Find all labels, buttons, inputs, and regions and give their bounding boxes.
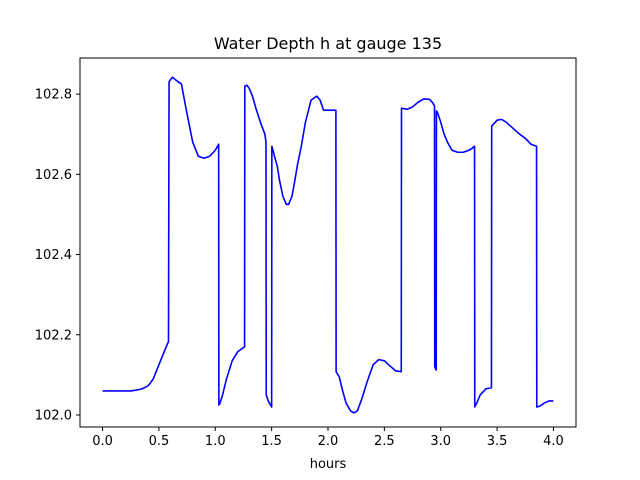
- y-tick-label: 102.6: [35, 168, 72, 183]
- series-line-0: [102, 76, 554, 414]
- x-axis: 0.0 0.5 1.0 1.5 2.0 2.5 3.0 3.5 4.0: [92, 427, 564, 449]
- chart-title: Water Depth h at gauge 135: [214, 34, 442, 53]
- y-tick-label: 102.8: [35, 88, 72, 103]
- y-tick-label: 102.0: [35, 408, 72, 423]
- y-axis: 102.0 102.2 102.4 102.6 102.8: [35, 88, 80, 423]
- x-tick-label: 2.0: [318, 434, 339, 449]
- x-tick-label: 1.0: [205, 434, 226, 449]
- plot-area: [102, 76, 554, 414]
- x-tick-label: 2.5: [374, 434, 395, 449]
- x-tick-label: 3.0: [430, 434, 451, 449]
- x-axis-label: hours: [310, 457, 347, 472]
- y-tick-label: 102.2: [35, 328, 72, 343]
- x-tick-label: 0.5: [149, 434, 170, 449]
- x-tick-label: 4.0: [543, 434, 564, 449]
- x-tick-label: 3.5: [487, 434, 508, 449]
- y-tick-label: 102.4: [35, 248, 72, 263]
- x-tick-label: 1.5: [261, 434, 282, 449]
- x-tick-label: 0.0: [92, 434, 113, 449]
